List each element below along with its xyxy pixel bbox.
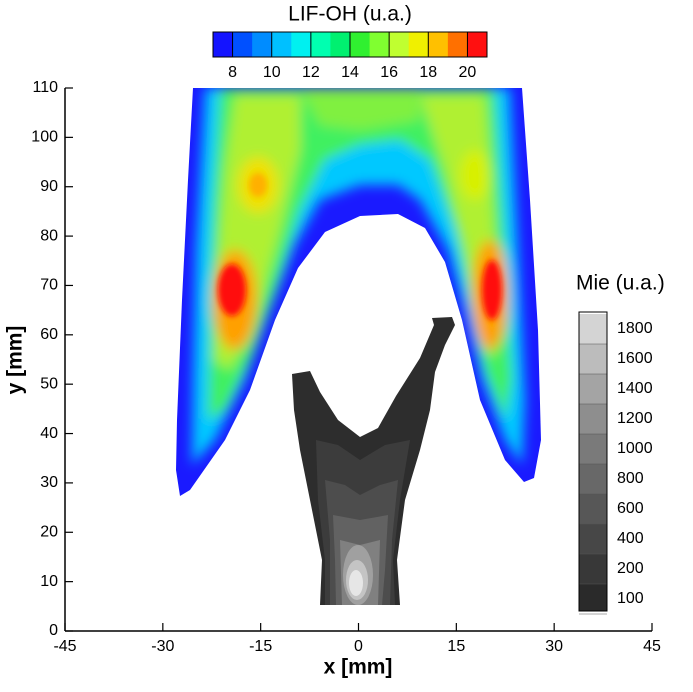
colorbar-tick-label: 1400: [617, 380, 653, 397]
colorbar-band: [232, 32, 253, 57]
colorbar-tick-label: 1200: [617, 410, 653, 427]
colorbar-title: LIF-OH (u.a.): [288, 3, 412, 26]
x-tick-label: 45: [643, 638, 661, 655]
colorbar-band: [271, 32, 292, 57]
colorbar-band: [369, 32, 390, 57]
colorbar-tick-label: 18: [419, 64, 437, 81]
mie-field: [292, 317, 455, 605]
colorbar-band: [310, 32, 331, 57]
y-tick-label: 100: [31, 129, 58, 146]
x-tick-label: 30: [545, 638, 563, 655]
colorbar-tick-label: 1600: [617, 350, 653, 367]
lif-field: [176, 88, 541, 496]
colorbar-frame: [578, 311, 608, 612]
colorbar-tick-label: 600: [617, 500, 644, 517]
colorbar-band: [579, 554, 607, 584]
colorbar-tick-label: 800: [617, 470, 644, 487]
y-tick-label: 60: [40, 326, 58, 343]
colorbar-tick-label: 1000: [617, 440, 653, 457]
colorbar-band: [579, 314, 607, 344]
colorbar-band: [579, 434, 607, 464]
colorbar-tick-label: 10: [263, 64, 281, 81]
colorbar-tick-label: 200: [617, 560, 644, 577]
colorbar-tick-label: 20: [459, 64, 477, 81]
colorbar-band: [579, 404, 607, 434]
colorbar-tick-label: 14: [341, 64, 359, 81]
colorbar-band: [579, 584, 607, 611]
y-tick-label: 20: [40, 523, 58, 540]
colorbar-tick-label: 12: [302, 64, 320, 81]
colorbar-tick-label: 100: [617, 590, 644, 607]
y-tick-label: 10: [40, 573, 58, 590]
colorbar-band: [252, 32, 273, 57]
colorbar-band: [330, 32, 351, 57]
y-tick-label: 110: [32, 79, 58, 96]
y-tick-label: 30: [40, 474, 58, 491]
colorbar-band: [291, 32, 312, 57]
colorbar-band: [579, 344, 607, 374]
colorbar-band: [408, 32, 429, 57]
colorbar-band: [447, 32, 468, 57]
x-tick-label: 15: [447, 638, 465, 655]
colorbar-tick-label: 400: [617, 530, 644, 547]
colorbar-title: Mie (u.a.): [576, 272, 665, 295]
colorbar-band: [579, 494, 607, 524]
x-tick-label: 0: [354, 638, 363, 655]
y-tick-label: 0: [49, 622, 58, 639]
y-axis-title: y [mm]: [4, 326, 27, 395]
x-tick-label: -45: [53, 638, 76, 655]
y-tick-label: 80: [40, 227, 58, 244]
y-tick-label: 50: [40, 375, 58, 392]
x-tick-label: -30: [151, 638, 174, 655]
x-axis-title: x [mm]: [324, 656, 393, 679]
colorbar-band: [389, 32, 410, 57]
colorbar-band: [428, 32, 449, 57]
colorbar-band: [467, 32, 488, 57]
colorbar-tick-label: 8: [228, 64, 237, 81]
colorbar-band: [213, 32, 234, 57]
colorbar-band: [579, 524, 607, 554]
colorbar-tick-label: 16: [380, 64, 398, 81]
colorbar-band: [579, 464, 607, 494]
y-tick-label: 90: [40, 178, 58, 195]
colorbar-tick-label: 1800: [617, 320, 653, 337]
x-tick-label: -15: [249, 638, 272, 655]
y-tick-label: 70: [40, 277, 58, 294]
y-tick-label: 40: [40, 425, 58, 442]
colorbar-band: [350, 32, 371, 57]
colorbar-band: [579, 374, 607, 404]
